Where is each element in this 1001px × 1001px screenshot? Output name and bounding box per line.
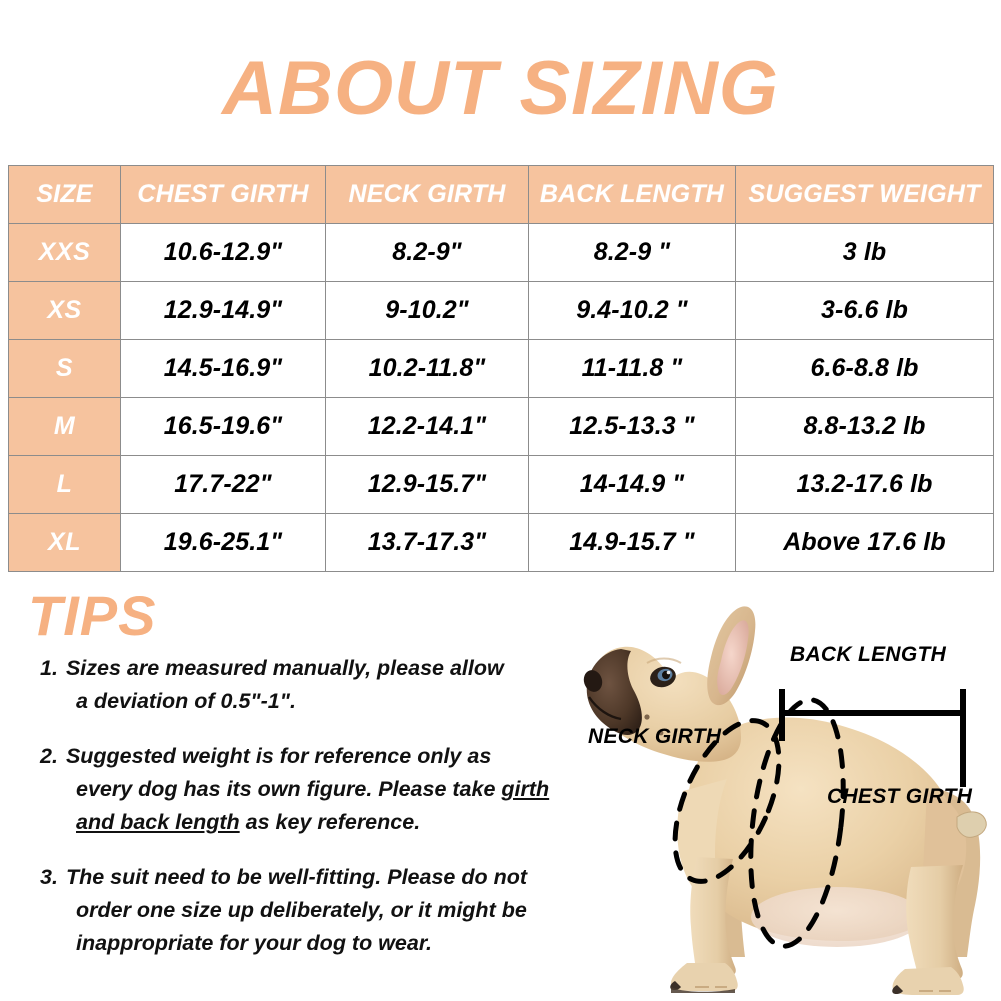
sizing-table: SIZE CHEST GIRTH NECK GIRTH BACK LENGTH …: [8, 165, 994, 572]
dog-body: [686, 717, 958, 941]
cell-neck-girth: 13.7-17.3": [325, 513, 529, 572]
column-header-chest-girth: CHEST GIRTH: [120, 165, 326, 224]
tip-text-line3: inappropriate for your dog to wear.: [76, 931, 432, 955]
tip-emphasis-back-length: and back length: [76, 810, 240, 834]
tip-text-line1: The suit need to be well-fitting. Please…: [65, 865, 528, 889]
cell-back-length: 11-11.8 ": [528, 339, 736, 398]
cell-back-length: 12.5-13.3 ": [528, 397, 736, 456]
cell-suggest-weight: 3 lb: [735, 223, 994, 282]
cell-back-length: 14-14.9 ": [528, 455, 736, 514]
dog-measurement-diagram: NECK GIRTH BACK LENGTH CHEST GIRTH: [575, 605, 1001, 995]
dog-head: [583, 606, 756, 762]
dog-ear-inner: [717, 620, 749, 695]
label-neck-girth: NECK GIRTH: [588, 725, 722, 748]
cell-chest-girth: 16.5-19.6": [120, 397, 326, 456]
list-item: 1. Sizes are measured manually, please al…: [40, 652, 600, 718]
cell-chest-girth: 14.5-16.9": [120, 339, 326, 398]
table-header-row: SIZE CHEST GIRTH NECK GIRTH BACK LENGTH …: [8, 165, 994, 224]
table-row: XL 19.6-25.1" 13.7-17.3" 14.9-15.7 " Abo…: [8, 513, 994, 572]
table-row: L 17.7-22" 12.9-15.7" 14-14.9 " 13.2-17.…: [8, 455, 994, 514]
dog-front-leg-near: [690, 857, 736, 975]
tip-text-line2: order one size up deliberately, or it mi…: [76, 898, 527, 922]
cell-chest-girth: 12.9-14.9": [120, 281, 326, 340]
column-header-size: SIZE: [8, 165, 121, 224]
cell-size: XL: [8, 513, 121, 572]
tip-number: 3.: [40, 865, 58, 889]
cell-size: L: [8, 455, 121, 514]
tip-number: 2.: [40, 744, 58, 768]
dog-nose: [583, 670, 603, 692]
neck-girth-dashed-ellipse: [672, 718, 782, 884]
list-item: 3. The suit need to be well-fitting. Plea…: [40, 861, 600, 960]
page-title: ABOUT SIZING: [222, 46, 779, 131]
list-item: 2. Suggested weight is for reference only…: [40, 740, 600, 839]
table-row: M 16.5-19.6" 12.2-14.1" 12.5-13.3 " 8.8-…: [8, 397, 994, 456]
tip-text-line2: a deviation of 0.5"-1".: [76, 689, 296, 713]
column-header-neck-girth: NECK GIRTH: [325, 165, 529, 224]
column-header-back-length: BACK LENGTH: [528, 165, 736, 224]
label-chest-girth: CHEST GIRTH: [827, 785, 973, 808]
cell-neck-girth: 12.2-14.1": [325, 397, 529, 456]
table-row: XS 12.9-14.9" 9-10.2" 9.4-10.2 " 3-6.6 l…: [8, 281, 994, 340]
tip-emphasis-girth: girth: [501, 777, 550, 801]
tips-list: 1. Sizes are measured manually, please al…: [40, 652, 600, 982]
dog-hind-leg-near: [906, 865, 963, 979]
cell-chest-girth: 19.6-25.1": [120, 513, 326, 572]
cell-back-length: 9.4-10.2 ": [528, 281, 736, 340]
cell-back-length: 14.9-15.7 ": [528, 513, 736, 572]
label-back-length: BACK LENGTH: [790, 643, 947, 666]
table-row: S 14.5-16.9" 10.2-11.8" 11-11.8 " 6.6-8.…: [8, 339, 994, 398]
cell-size: XS: [8, 281, 121, 340]
cell-neck-girth: 12.9-15.7": [325, 455, 529, 514]
cell-suggest-weight: 3-6.6 lb: [735, 281, 994, 340]
sizing-table-container: SIZE CHEST GIRTH NECK GIRTH BACK LENGTH …: [8, 165, 994, 572]
tip-text-line3: as key reference.: [239, 810, 421, 834]
tip-text-line1: Sizes are measured manually, please allo…: [65, 656, 504, 680]
cell-suggest-weight: 6.6-8.8 lb: [735, 339, 994, 398]
tip-text-line2: every dog has its own figure. Please tak…: [76, 777, 502, 801]
dog-tail: [956, 811, 987, 838]
cell-suggest-weight: Above 17.6 lb: [735, 513, 994, 572]
dog-illustration-icon: [583, 606, 987, 995]
back-length-bracket: [779, 689, 966, 787]
dog-front-paw: [671, 963, 738, 991]
cell-back-length: 8.2-9 ": [528, 223, 736, 282]
dog-hind-paw: [892, 967, 964, 995]
cell-chest-girth: 17.7-22": [120, 455, 326, 514]
cell-size: S: [8, 339, 121, 398]
tip-text-line1: Suggested weight is for reference only a…: [65, 744, 492, 768]
dog-belly: [751, 887, 923, 947]
cell-size: M: [8, 397, 121, 456]
cell-chest-girth: 10.6-12.9": [120, 223, 326, 282]
cell-suggest-weight: 13.2-17.6 lb: [735, 455, 994, 514]
cell-size: XXS: [8, 223, 121, 282]
cell-suggest-weight: 8.8-13.2 lb: [735, 397, 994, 456]
cell-neck-girth: 8.2-9": [325, 223, 529, 282]
table-row: XXS 10.6-12.9" 8.2-9" 8.2-9 " 3 lb: [8, 223, 994, 282]
tip-number: 1.: [40, 656, 58, 680]
column-header-suggest-weight: SUGGEST WEIGHT: [735, 165, 994, 224]
cell-neck-girth: 10.2-11.8": [325, 339, 529, 398]
cell-neck-girth: 9-10.2": [325, 281, 529, 340]
tips-heading: TIPS: [28, 584, 157, 647]
chest-girth-dashed-ellipse: [748, 697, 846, 949]
